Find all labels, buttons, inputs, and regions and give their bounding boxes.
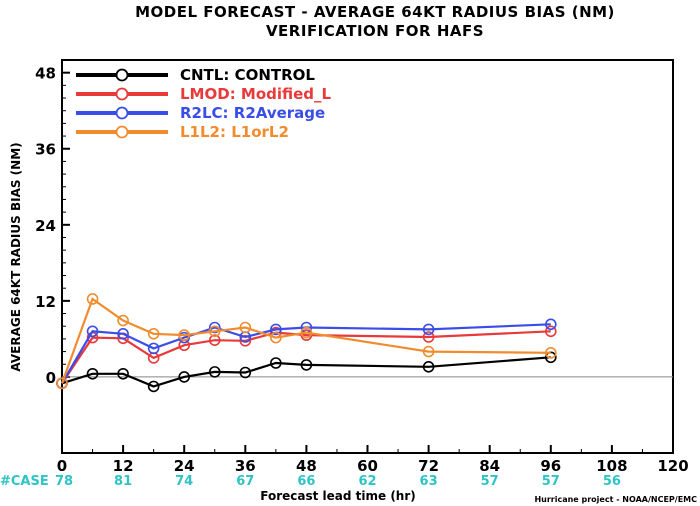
- series-group: [56, 293, 557, 390]
- series-point: [147, 342, 160, 355]
- case-count: 57: [542, 474, 560, 489]
- series-point: [86, 367, 99, 380]
- legend-label: L1L2: L1orL2: [180, 123, 289, 141]
- x-tick-label: 36: [235, 457, 256, 475]
- x-axis-label: Forecast lead time (hr): [260, 489, 416, 503]
- legend-label: R2LC: R2Average: [180, 104, 325, 122]
- x-tick-label: 108: [596, 457, 627, 475]
- y-tick-label: 12: [35, 293, 56, 311]
- case-count: 74: [175, 474, 193, 489]
- series-point: [178, 329, 190, 341]
- case-count: 81: [114, 474, 132, 489]
- y-tick-label: 36: [35, 141, 56, 159]
- x-tick-label: 120: [657, 457, 688, 475]
- series-point: [208, 366, 221, 378]
- series-line: [61, 356, 551, 388]
- legend-label: CNTL: CONTROL: [180, 66, 315, 84]
- x-tick-label: 84: [479, 457, 500, 475]
- series-point: [239, 321, 252, 334]
- chart-subtitle: VERIFICATION FOR HAFS: [266, 22, 484, 40]
- series-line: [60, 297, 551, 384]
- legend-item: L1L2: L1orL2: [76, 123, 289, 141]
- x-tick-label: 0: [57, 457, 67, 475]
- legend-label: LMOD: Modified_L: [180, 85, 332, 103]
- legend-swatch-marker: [115, 106, 129, 120]
- y-tick-label: 0: [46, 369, 56, 387]
- series-point: [270, 357, 282, 369]
- plot-frame: [61, 59, 674, 454]
- y-tick-label: 48: [35, 65, 56, 83]
- series-point: [208, 321, 221, 334]
- series-point: [270, 331, 282, 344]
- legend-swatch-marker: [115, 68, 129, 82]
- series-point: [422, 345, 435, 358]
- series-point: [422, 323, 435, 336]
- series-point: [56, 377, 68, 390]
- series-point: [147, 328, 160, 340]
- series-point: [300, 326, 313, 339]
- legend-swatch-marker: [115, 125, 129, 139]
- case-count: 57: [481, 474, 499, 489]
- x-tick-label: 12: [113, 457, 134, 475]
- series-point: [117, 367, 129, 380]
- y-tick-label: 24: [35, 217, 56, 235]
- series-point: [86, 293, 99, 305]
- series-line: [61, 330, 551, 384]
- series-point: [270, 323, 282, 336]
- case-count: 67: [236, 474, 254, 489]
- series-point: [239, 335, 252, 347]
- series-point: [544, 347, 557, 359]
- series-point: [544, 325, 557, 338]
- x-tick-label: 72: [418, 457, 439, 475]
- series-point: [178, 371, 190, 383]
- legend-item: CNTL: CONTROL: [76, 66, 315, 84]
- credit-text: Hurricane project - NOAA/NCEP/EMC: [534, 495, 697, 504]
- series-point: [422, 360, 435, 373]
- legend-item: R2LC: R2Average: [76, 104, 325, 122]
- series-point: [208, 334, 221, 346]
- series-line: [61, 323, 551, 384]
- series-group: [56, 325, 557, 390]
- series-point: [300, 359, 313, 371]
- case-count: 56: [603, 474, 621, 489]
- legend-item: LMOD: Modified_L: [76, 85, 332, 103]
- series-point: [86, 325, 99, 338]
- case-count: 63: [420, 474, 438, 489]
- series-point: [147, 380, 160, 393]
- series-point: [544, 318, 557, 331]
- x-tick-label: 96: [540, 457, 561, 475]
- series-point: [208, 325, 221, 338]
- series-point: [239, 366, 252, 379]
- x-tick-label: 24: [174, 457, 195, 475]
- case-label: #CASE: [0, 474, 49, 489]
- chart-title: MODEL FORECAST - AVERAGE 64KT RADIUS BIA…: [135, 3, 615, 21]
- series-group: [56, 351, 557, 393]
- legend-swatch-marker: [115, 87, 129, 101]
- x-tick-label: 48: [296, 457, 317, 475]
- series-point: [117, 314, 129, 327]
- x-tick-label: 60: [357, 457, 378, 475]
- y-axis-label: AVERAGE 64KT RADIUS BIAS (NM): [9, 142, 23, 371]
- case-count: 78: [55, 474, 73, 489]
- case-count: 62: [358, 474, 376, 489]
- series-point: [117, 328, 129, 340]
- case-count: 66: [297, 474, 315, 489]
- series-point: [422, 331, 435, 343]
